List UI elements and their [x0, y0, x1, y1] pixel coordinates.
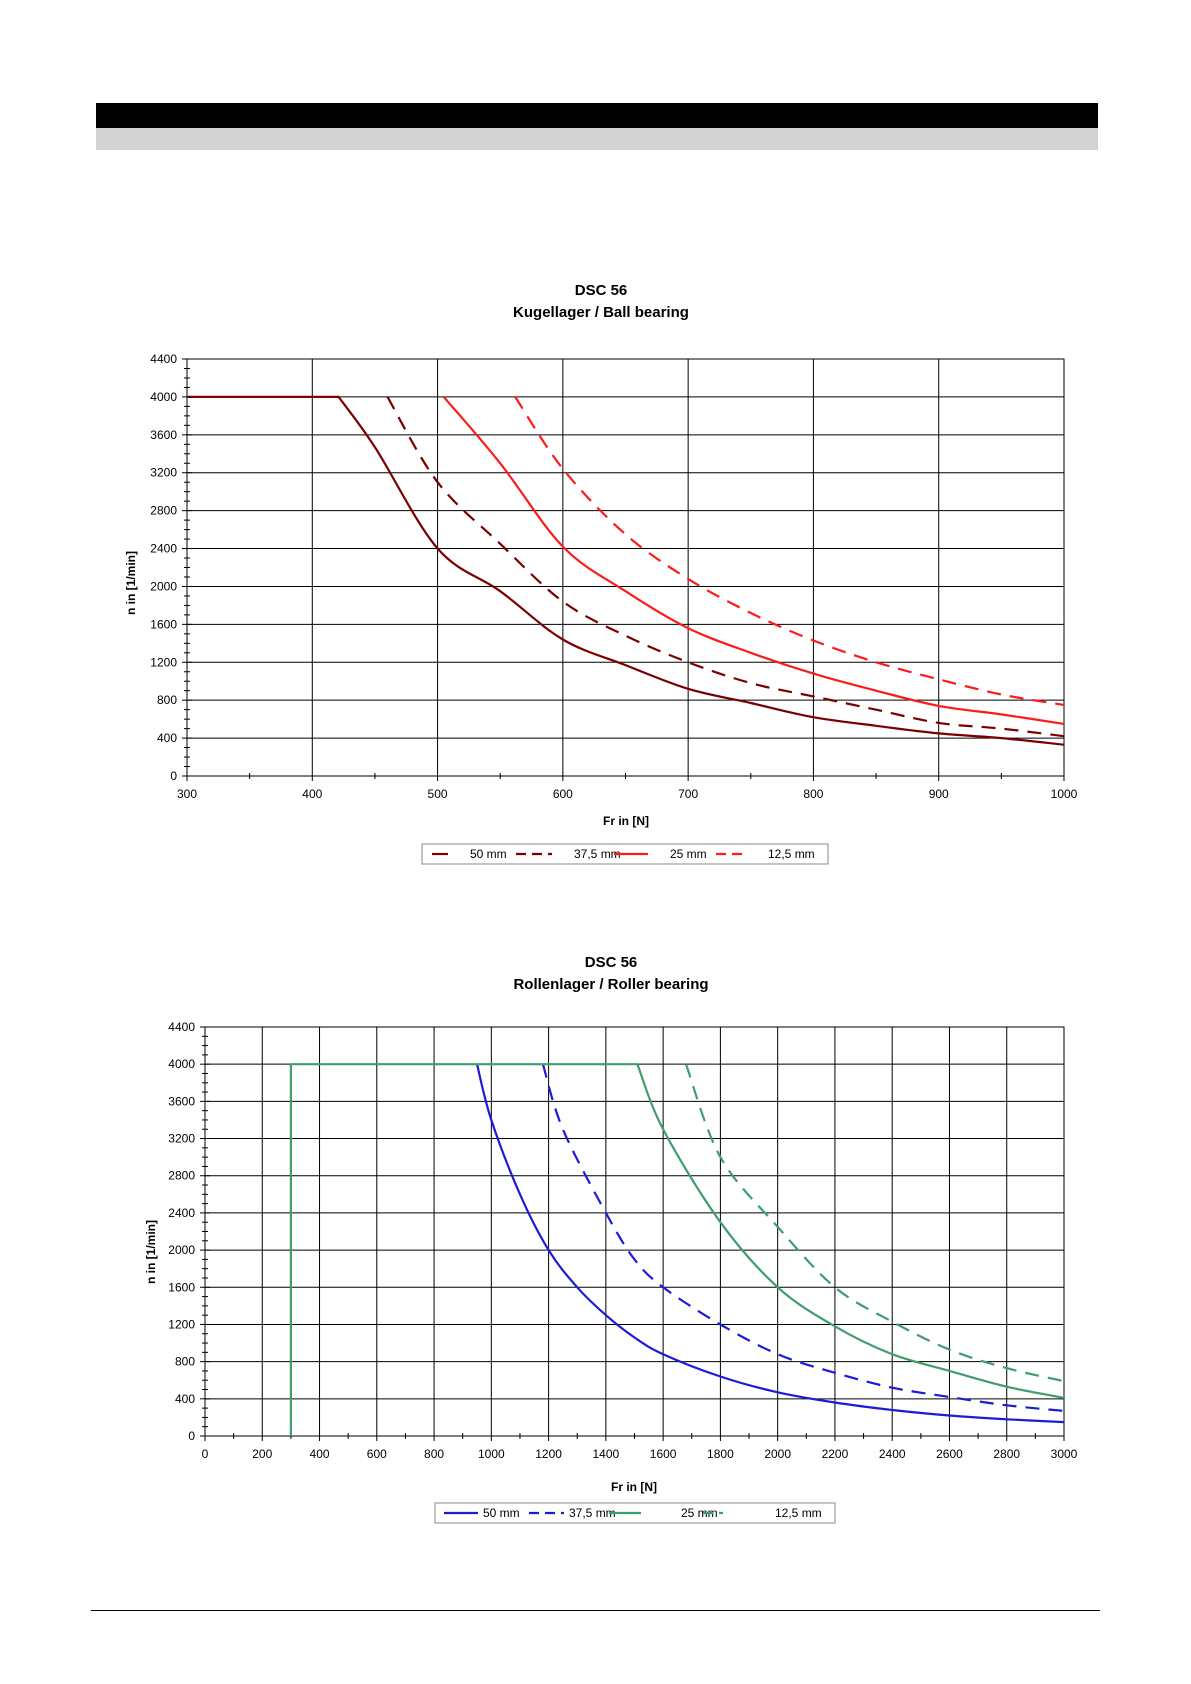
x-tick-label: 1800: [707, 1447, 734, 1461]
legend-label: 37,5 mm: [569, 1506, 616, 1520]
x-tick-label: 1200: [535, 1447, 562, 1461]
series-line-37-5-mm: [543, 1064, 1064, 1411]
series-line-12-5-mm: [686, 1064, 1064, 1381]
plot-frame: [205, 1027, 1064, 1436]
chart-subtitle: Rollenlager / Roller bearing: [513, 976, 708, 993]
x-tick-label: 1000: [478, 1447, 505, 1461]
y-tick-label: 4400: [168, 1020, 195, 1034]
roller-bearing-chart: DSC 56 Rollenlager / Roller bearing 0 200…: [0, 0, 1191, 1600]
x-tick-label: 3000: [1051, 1447, 1078, 1461]
x-axis-label: Fr in [N]: [611, 1480, 657, 1494]
y-tick-label: 2000: [168, 1243, 195, 1257]
legend: 50 mm 37,5 mm 25 mm 12,5 mm: [435, 1503, 835, 1523]
x-tick-label: 2800: [993, 1447, 1020, 1461]
y-tick-label: 0: [188, 1429, 195, 1443]
legend-label: 50 mm: [483, 1506, 520, 1520]
y-tick-label: 4000: [168, 1057, 195, 1071]
y-tick-label: 1200: [168, 1317, 195, 1331]
y-tick-label: 800: [175, 1355, 195, 1369]
x-tick-label: 2400: [879, 1447, 906, 1461]
x-tick-label: 1600: [650, 1447, 677, 1461]
chart-title: DSC 56: [585, 954, 638, 971]
x-tick-label: 400: [310, 1447, 330, 1461]
y-tick-label: 1600: [168, 1280, 195, 1294]
x-tick-label: 2200: [822, 1447, 849, 1461]
x-tick-label: 0: [202, 1447, 209, 1461]
y-tick-label: 400: [175, 1392, 195, 1406]
y-tick-label: 3200: [168, 1132, 195, 1146]
y-axis-label: n in [1/min]: [144, 1220, 158, 1284]
y-tick-label: 2400: [168, 1206, 195, 1220]
x-tick-label: 2000: [764, 1447, 791, 1461]
series-line-50-mm: [477, 1064, 1064, 1422]
legend-label: 12,5 mm: [775, 1506, 822, 1520]
footer-rule: [91, 1610, 1100, 1611]
x-tick-label: 800: [424, 1447, 444, 1461]
y-tick-label: 3600: [168, 1094, 195, 1108]
x-tick-label: 200: [252, 1447, 272, 1461]
x-tick-label: 2600: [936, 1447, 963, 1461]
x-tick-label: 600: [367, 1447, 387, 1461]
x-tick-label: 1400: [593, 1447, 620, 1461]
y-tick-label: 2800: [168, 1169, 195, 1183]
